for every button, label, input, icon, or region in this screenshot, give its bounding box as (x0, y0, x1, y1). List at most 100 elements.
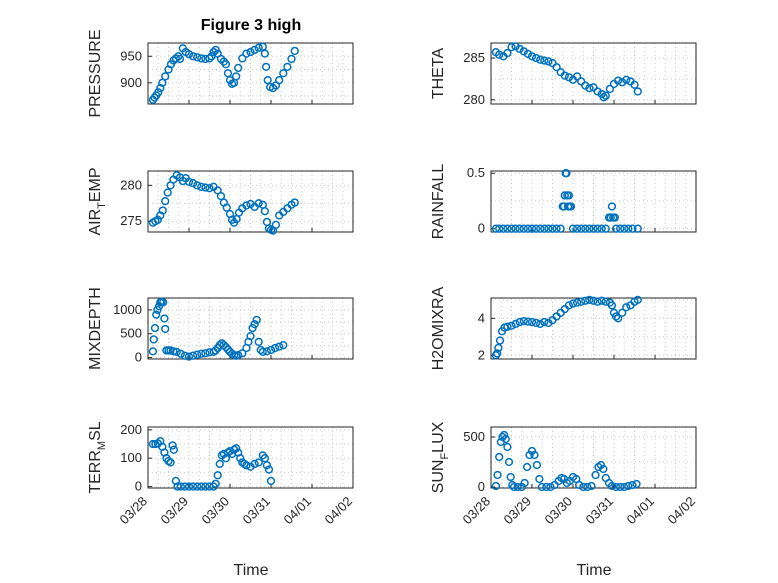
data-point (504, 457, 514, 467)
data-point (532, 460, 542, 470)
data-point (260, 49, 270, 58)
data-point (152, 310, 161, 319)
data-point (513, 482, 522, 492)
data-point (511, 224, 520, 233)
data-point (238, 54, 247, 63)
data-point (264, 465, 274, 474)
data-point (176, 349, 185, 358)
data-point (148, 439, 158, 449)
data-point (527, 317, 537, 327)
axes-frame (490, 42, 697, 105)
data-point (572, 298, 582, 307)
data-point (618, 78, 627, 87)
data-point (548, 224, 557, 233)
data-point (201, 183, 210, 192)
data-point (564, 73, 574, 82)
data-point (537, 482, 546, 492)
data-point (216, 191, 226, 201)
data-point (613, 76, 623, 85)
data-point (163, 188, 172, 197)
data-point (633, 224, 642, 233)
data-point (552, 63, 561, 72)
data-point (531, 53, 541, 63)
data-point (254, 199, 263, 208)
data-point (624, 481, 633, 491)
data-point (250, 320, 259, 329)
y-tick-label: 950 (120, 48, 142, 63)
data-point (180, 482, 190, 491)
data-point (160, 314, 169, 323)
data-point (258, 347, 267, 357)
data-point (150, 323, 160, 333)
data-point (519, 224, 528, 233)
data-point (632, 479, 641, 489)
data-point (562, 169, 571, 178)
data-point (628, 224, 637, 233)
data-point (620, 224, 629, 233)
data-point (211, 346, 220, 355)
data-point (630, 80, 639, 89)
data-point (193, 350, 202, 359)
y-tick-label: 0.5 (467, 165, 485, 180)
data-point (589, 224, 598, 233)
data-point (252, 315, 261, 325)
data-point (601, 224, 610, 233)
data-point (180, 351, 190, 360)
axes-frame (147, 297, 354, 360)
x-tick-label: 04/02 (322, 494, 356, 528)
data-point (589, 296, 598, 305)
data-point (261, 62, 271, 72)
x-tick-label: 03/28 (460, 494, 494, 528)
data-point (221, 342, 231, 352)
data-point (234, 63, 243, 73)
data-point (575, 480, 584, 490)
data-point (560, 191, 569, 200)
data-point (176, 482, 185, 491)
data-point (169, 347, 178, 356)
data-point (616, 224, 625, 233)
data-point (153, 215, 162, 224)
data-point (540, 224, 549, 233)
data-point (234, 351, 243, 360)
data-point (548, 58, 557, 68)
data-point (266, 345, 276, 355)
data-point (215, 459, 224, 469)
data-point (150, 93, 159, 102)
y-axis-label: SUNFLUX (430, 421, 451, 493)
y-tick-label: 1000 (113, 302, 142, 317)
y-axis-label: PRESSURE (87, 29, 104, 117)
data-point (566, 202, 576, 211)
data-point (610, 213, 619, 222)
series-points (148, 297, 288, 361)
data-point (246, 331, 255, 341)
x-axis-label-left: Time (234, 562, 269, 579)
data-point (168, 441, 177, 450)
data-point (172, 347, 181, 357)
data-point (499, 430, 509, 440)
data-point (509, 482, 519, 492)
data-point (519, 316, 528, 326)
data-point (506, 472, 515, 482)
data-point (201, 349, 210, 358)
data-point (156, 83, 165, 93)
data-point (581, 296, 590, 305)
x-tick-label: 03/29 (158, 494, 192, 528)
data-point (188, 482, 198, 491)
data-point (254, 43, 263, 52)
data-point (606, 213, 615, 222)
data-point (499, 224, 508, 233)
data-point (593, 297, 602, 306)
data-point (581, 81, 590, 90)
data-point (197, 482, 206, 491)
data-point (197, 54, 206, 63)
series-points (148, 437, 276, 491)
data-point (495, 50, 504, 59)
data-point (597, 224, 606, 233)
data-point (542, 482, 551, 492)
data-point (188, 179, 198, 188)
data-point (260, 207, 270, 216)
data-point (556, 224, 565, 233)
subplot-right-2: 0 0.5 RAINFALL (430, 164, 697, 239)
